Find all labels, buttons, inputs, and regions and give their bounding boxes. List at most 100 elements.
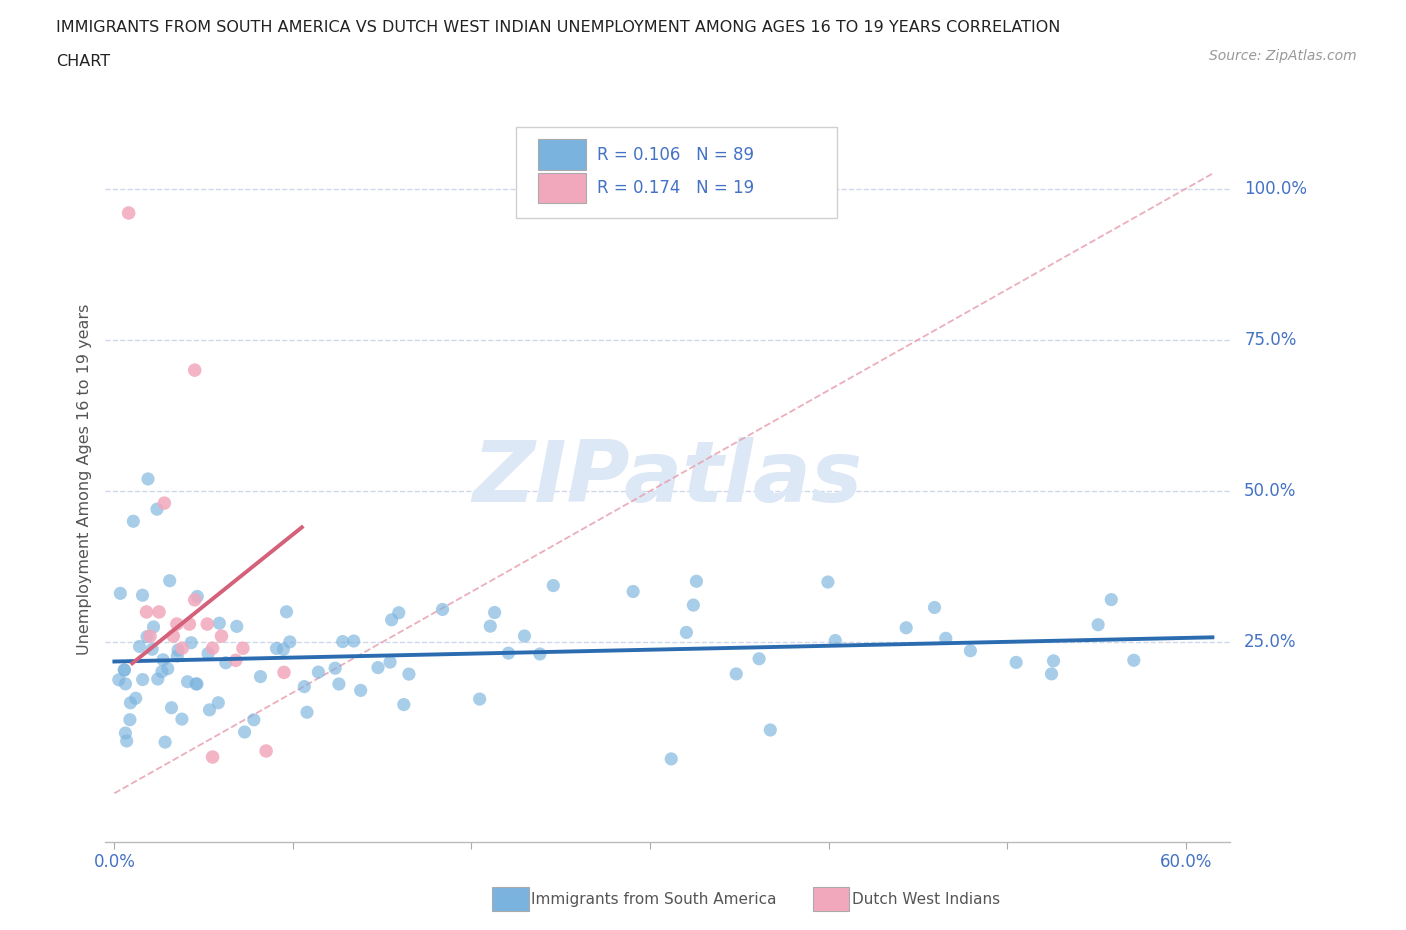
Point (159, 573, 181, 588)
Point (139, 629, 162, 644)
Point (186, 589, 208, 604)
Point (682, 598, 704, 613)
Point (153, 735, 176, 750)
Point (167, 643, 190, 658)
Text: 75.0%: 75.0% (1244, 331, 1296, 349)
Point (685, 574, 707, 589)
Point (152, 652, 174, 667)
Point (543, 578, 565, 593)
Point (675, 625, 697, 640)
Point (225, 653, 247, 668)
Point (254, 744, 277, 759)
Point (388, 605, 411, 620)
Point (621, 584, 644, 599)
Point (197, 646, 219, 661)
Point (112, 662, 135, 677)
Point (146, 671, 169, 686)
Text: 25.0%: 25.0% (1244, 633, 1296, 651)
FancyBboxPatch shape (516, 127, 837, 218)
Point (323, 660, 346, 675)
Text: Source: ZipAtlas.com: Source: ZipAtlas.com (1209, 49, 1357, 63)
Point (824, 633, 846, 648)
Point (233, 724, 256, 739)
Text: Immigrants from South America: Immigrants from South America (531, 892, 778, 907)
Point (122, 513, 145, 528)
Point (381, 612, 404, 627)
Point (142, 619, 165, 634)
Text: R = 0.106   N = 89: R = 0.106 N = 89 (598, 146, 754, 164)
Point (110, 586, 132, 601)
Point (498, 645, 520, 660)
Point (201, 641, 224, 656)
Point (1005, 655, 1028, 670)
Point (195, 617, 218, 631)
Point (378, 655, 401, 670)
Point (1122, 653, 1144, 668)
Point (367, 660, 389, 675)
Point (118, 712, 141, 727)
Point (131, 672, 153, 687)
Point (1087, 618, 1109, 632)
Point (659, 751, 682, 766)
Text: CHART: CHART (56, 54, 110, 69)
Point (935, 631, 957, 645)
Point (186, 676, 208, 691)
Point (148, 604, 170, 619)
Point (759, 723, 782, 737)
Point (162, 629, 184, 644)
Point (198, 702, 221, 717)
Point (118, 206, 141, 220)
Point (292, 679, 315, 694)
Point (959, 644, 981, 658)
Point (153, 496, 176, 511)
Point (1099, 592, 1122, 607)
Point (180, 635, 202, 650)
Y-axis label: Unemployment Among Ages 16 to 19 years: Unemployment Among Ages 16 to 19 years (76, 303, 91, 655)
Point (484, 605, 506, 620)
Point (176, 674, 198, 689)
Point (332, 634, 354, 649)
Point (249, 670, 271, 684)
Point (141, 642, 163, 657)
Point (183, 363, 205, 378)
Point (232, 641, 254, 656)
Text: ZIPatlas: ZIPatlas (472, 437, 863, 521)
Point (513, 629, 536, 644)
Point (398, 667, 420, 682)
Point (128, 639, 150, 654)
Point (172, 641, 194, 656)
Point (211, 629, 233, 644)
Point (125, 691, 148, 706)
Point (479, 618, 502, 633)
Point (136, 472, 159, 486)
Point (392, 698, 415, 712)
Point (295, 705, 318, 720)
Point (1042, 654, 1064, 669)
Point (156, 661, 179, 676)
Point (273, 642, 295, 657)
Point (432, 602, 454, 617)
Point (725, 667, 748, 682)
Point (115, 734, 138, 749)
FancyBboxPatch shape (538, 140, 586, 170)
Point (201, 750, 224, 764)
Point (328, 676, 350, 691)
Point (748, 651, 770, 666)
Point (817, 575, 839, 590)
Point (120, 696, 142, 711)
Point (468, 692, 491, 707)
Point (273, 665, 295, 680)
Point (243, 712, 266, 727)
Point (183, 592, 205, 607)
Point (1040, 667, 1063, 682)
Point (208, 616, 231, 631)
Point (131, 588, 153, 603)
Point (107, 672, 129, 687)
Text: 50.0%: 50.0% (1244, 482, 1296, 500)
Point (179, 617, 201, 631)
Point (896, 620, 918, 635)
Text: IMMIGRANTS FROM SOUTH AMERICA VS DUTCH WEST INDIAN UNEMPLOYMENT AMONG AGES 16 TO: IMMIGRANTS FROM SOUTH AMERICA VS DUTCH W… (56, 20, 1060, 35)
Point (112, 662, 135, 677)
Point (184, 676, 207, 691)
Point (207, 696, 229, 711)
